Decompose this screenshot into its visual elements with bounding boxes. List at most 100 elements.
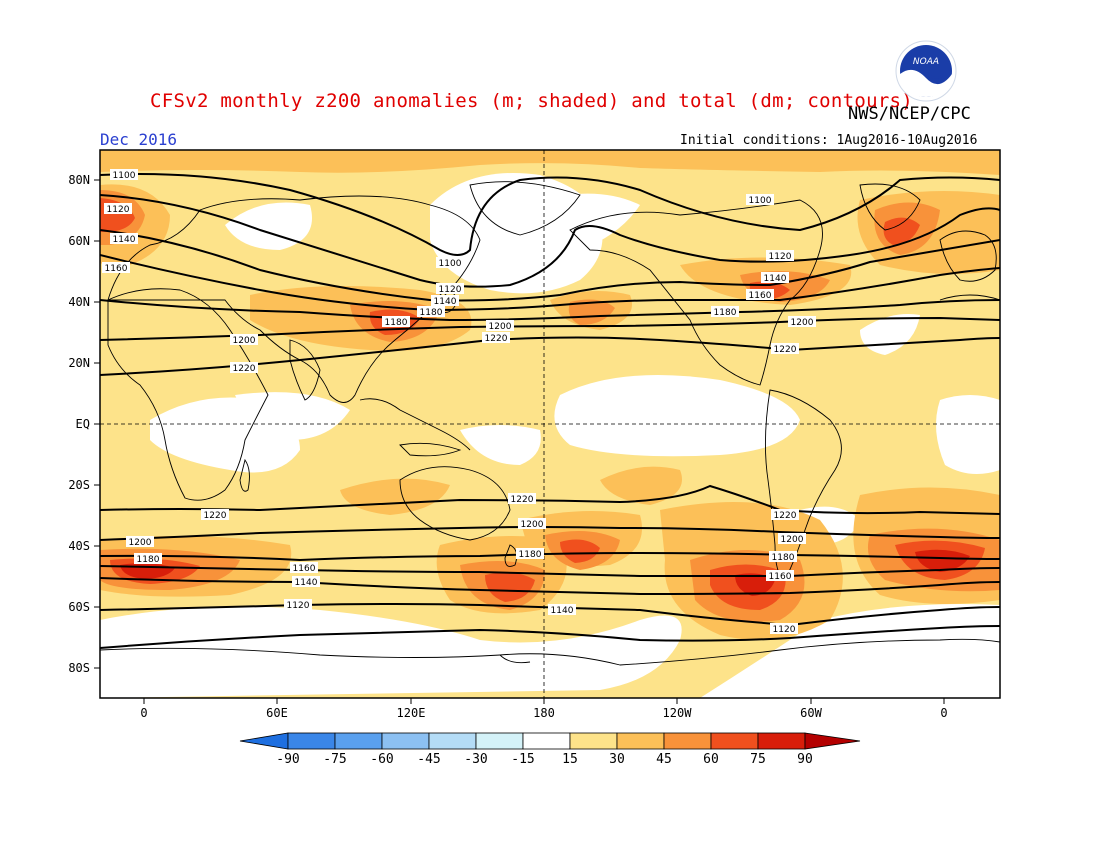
contour-1120-south — [100, 603, 1000, 627]
svg-text:1220: 1220 — [511, 495, 534, 505]
contour-1120 — [100, 194, 1000, 288]
svg-text:1100: 1100 — [439, 259, 462, 269]
svg-text:1140: 1140 — [764, 274, 787, 284]
contour-label: 1200 — [126, 536, 154, 548]
lon-label: 180 — [533, 706, 555, 720]
contour-1180-south — [100, 551, 1000, 562]
contour-label: 1180 — [516, 548, 544, 560]
lon-label: 0 — [940, 706, 948, 720]
lat-label: 20S — [68, 478, 90, 492]
contour-label: 1200 — [230, 334, 258, 346]
colorbar-swatch — [522, 732, 571, 750]
contour-label: 1200 — [518, 518, 546, 530]
svg-text:1220: 1220 — [774, 511, 797, 521]
svg-text:1120: 1120 — [439, 285, 462, 295]
contour-1140 — [100, 229, 1000, 302]
colorbar-swatch — [757, 732, 806, 750]
contour-label: 1220 — [771, 343, 799, 355]
contour-label: 1120 — [770, 623, 798, 635]
contour-label: 1100 — [436, 257, 464, 269]
axis-ticks — [94, 179, 945, 704]
contour-label: 1200 — [486, 320, 514, 332]
contour-label: 1180 — [417, 306, 445, 318]
contour-1200-south — [100, 526, 1000, 541]
colorbar-swatch — [287, 732, 336, 750]
contour-1180 — [100, 299, 1000, 322]
svg-text:1220: 1220 — [485, 334, 508, 344]
agency-label: NWS/NCEP/CPC — [848, 104, 971, 124]
svg-text:1220: 1220 — [774, 345, 797, 355]
colorbar-arrow-high — [804, 732, 861, 750]
contour-label: 1180 — [382, 316, 410, 328]
contour-label: 1180 — [769, 551, 797, 563]
svg-text:1180: 1180 — [714, 308, 737, 318]
svg-text:1160: 1160 — [293, 564, 316, 574]
colorbar-swatch — [334, 732, 383, 750]
svg-text:1100: 1100 — [749, 196, 772, 206]
colorbar-swatch — [710, 732, 759, 750]
anomaly-75-90 — [120, 549, 970, 596]
colorbar-swatch — [616, 732, 665, 750]
contour-label: 1220 — [230, 362, 258, 374]
svg-text:1180: 1180 — [137, 555, 160, 565]
contour-label: 1180 — [134, 553, 162, 565]
colorbar-label: 45 — [656, 752, 672, 767]
lon-label: 120W — [662, 706, 692, 720]
svg-text:1120: 1120 — [773, 625, 796, 635]
contour-1160 — [100, 254, 1000, 312]
svg-text:1200: 1200 — [791, 318, 814, 328]
svg-text:1140: 1140 — [551, 606, 574, 616]
contour-1140-south — [100, 577, 1000, 596]
lat-label: 60N — [68, 234, 90, 248]
noaa-logo: NOAA — [895, 40, 957, 102]
colorbar-label: 90 — [797, 752, 813, 767]
colorbar-arrow-low — [239, 732, 289, 750]
contour-label: 1120 — [284, 599, 312, 611]
svg-text:1160: 1160 — [769, 572, 792, 582]
lat-label: 60S — [68, 600, 90, 614]
contour-label: 1220 — [482, 332, 510, 344]
svg-text:1180: 1180 — [519, 550, 542, 560]
colorbar-swatch — [663, 732, 712, 750]
contour-label: 1160 — [290, 562, 318, 574]
colorbar-label: -90 — [276, 752, 300, 767]
contour-label: 1160 — [102, 262, 130, 274]
colorbar-label: -15 — [511, 752, 535, 767]
colorbar-swatch — [569, 732, 618, 750]
contour-label: 1200 — [778, 533, 806, 545]
lat-label: 40S — [68, 539, 90, 553]
svg-text:1200: 1200 — [521, 520, 544, 530]
svg-text:1220: 1220 — [233, 364, 256, 374]
colorbar-label: -75 — [323, 752, 347, 767]
contour-1220-south — [100, 484, 1000, 515]
contour-label: 1160 — [766, 570, 794, 582]
svg-text:1120: 1120 — [107, 205, 130, 215]
lon-label: 0 — [140, 706, 148, 720]
svg-text:1140: 1140 — [295, 578, 318, 588]
svg-text:1200: 1200 — [489, 322, 512, 332]
svg-text:1200: 1200 — [129, 538, 152, 548]
lat-label: 40N — [68, 295, 90, 309]
svg-text:1140: 1140 — [113, 235, 136, 245]
contour-label: 1120 — [104, 203, 132, 215]
contour-1200 — [100, 316, 1000, 341]
colorbar-swatch — [381, 732, 430, 750]
svg-text:1120: 1120 — [769, 252, 792, 262]
contour-label: 1120 — [766, 250, 794, 262]
svg-text:1200: 1200 — [781, 535, 804, 545]
lat-label: EQ — [75, 417, 90, 431]
contour-labels: 1100 1120 1140 1160 1100 1120 1140 1180 … — [102, 169, 816, 635]
colorbar-label: 60 — [703, 752, 719, 767]
contour-label: 1140 — [761, 272, 789, 284]
chart-title: CFSv2 monthly z200 anomalies (m; shaded)… — [150, 90, 914, 112]
contour-label: 1220 — [201, 509, 229, 521]
svg-text:1120: 1120 — [287, 601, 310, 611]
svg-text:1160: 1160 — [749, 291, 772, 301]
contour-1220-north — [100, 336, 1000, 376]
svg-text:1220: 1220 — [204, 511, 227, 521]
contour-label: 1140 — [431, 295, 459, 307]
colorbar-label: -60 — [370, 752, 394, 767]
height-contours — [100, 173, 1000, 649]
svg-text:1140: 1140 — [434, 297, 457, 307]
